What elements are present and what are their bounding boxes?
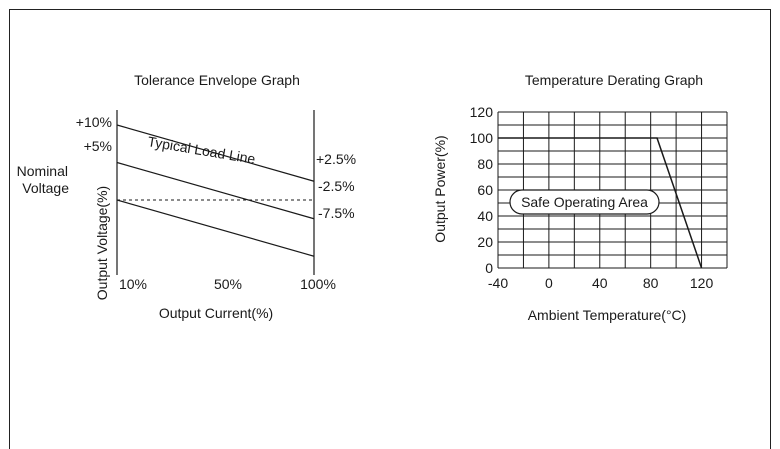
safe-area-label: Safe Operating Area — [521, 194, 648, 210]
derating-y-tick: 20 — [477, 234, 493, 250]
derating-y-tick: 100 — [470, 130, 494, 146]
tolerance-nominal-label-line1: Nominal — [17, 163, 68, 179]
derating-y-label: Output Power(%) — [432, 135, 448, 242]
derating-x-tick: 0 — [545, 275, 553, 291]
derating-x-tick: -40 — [488, 275, 508, 291]
derating-x-tick: 120 — [690, 275, 714, 291]
derating-y-ticks: 0 20 40 60 80 100 120 — [470, 104, 494, 276]
tolerance-line-1 — [116, 124, 315, 182]
derating-series — [498, 137, 703, 269]
tolerance-x-tick-50: 50% — [214, 276, 242, 292]
derating-chart: Temperature Derating Graph 0 20 40 60 80 100 1… — [432, 72, 728, 323]
tolerance-load-line-annotation: Typical Load Line — [147, 133, 257, 167]
derating-y-tick: 0 — [485, 260, 493, 276]
derating-curve — [498, 137, 703, 269]
derating-title: Temperature Derating Graph — [525, 72, 703, 88]
tolerance-nominal-label-line2: Voltage — [22, 180, 69, 196]
tolerance-y-label: Output Voltage(%) — [94, 186, 110, 300]
derating-x-ticks: -40 0 40 80 120 — [488, 275, 714, 291]
tolerance-x-label: Output Current(%) — [159, 305, 273, 321]
charts-canvas: Tolerance Envelope Graph +10% +5% Nomina… — [17, 72, 728, 323]
derating-x-label: Ambient Temperature(°C) — [528, 307, 687, 323]
tolerance-x-tick-10: 10% — [119, 276, 147, 292]
tolerance-lines — [116, 124, 315, 257]
derating-y-tick: 60 — [477, 182, 493, 198]
tolerance-y-tick-plus10: +10% — [76, 114, 112, 130]
figure-frame — [9, 9, 771, 449]
derating-y-tick: 120 — [470, 104, 494, 120]
tolerance-title: Tolerance Envelope Graph — [134, 72, 300, 88]
tolerance-right-label-minus7-5: -7.5% — [318, 205, 355, 221]
derating-y-tick: 80 — [477, 156, 493, 172]
tolerance-right-label-plus2-5: +2.5% — [316, 151, 356, 167]
derating-y-tick: 40 — [477, 208, 493, 224]
tolerance-chart: Tolerance Envelope Graph +10% +5% Nomina… — [17, 72, 356, 321]
tolerance-line-3 — [116, 199, 315, 257]
tolerance-y-tick-plus5: +5% — [84, 138, 112, 154]
derating-x-tick: 80 — [643, 275, 659, 291]
safe-area-label-box — [509, 189, 660, 215]
derating-x-tick: 40 — [592, 275, 608, 291]
tolerance-x-tick-100: 100% — [300, 276, 336, 292]
tolerance-right-label-minus2-5: -2.5% — [318, 178, 355, 194]
tolerance-line-2 — [116, 161, 315, 220]
